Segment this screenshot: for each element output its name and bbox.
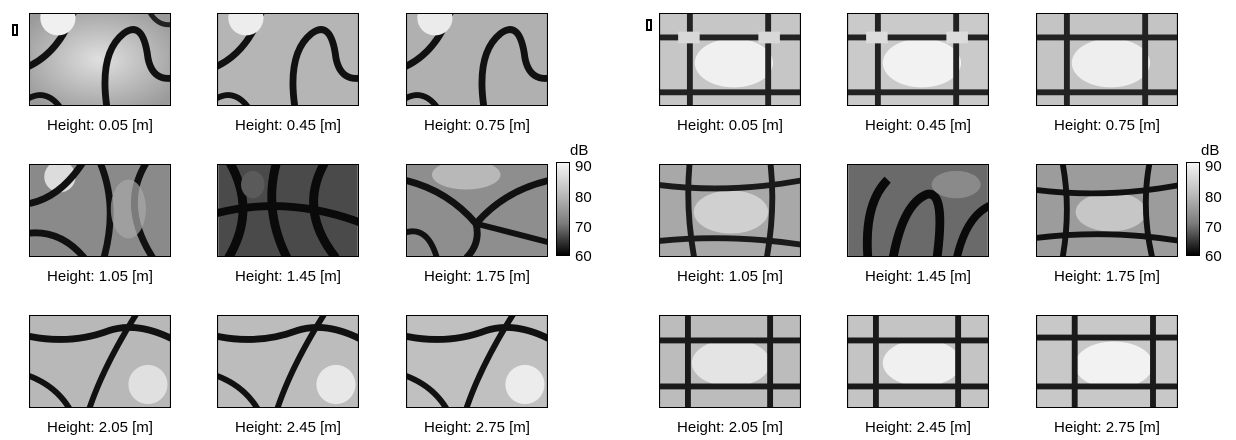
- heatmap-tile: [659, 13, 801, 106]
- heatmap-tile: [406, 13, 548, 106]
- heatmap-tile: [1036, 13, 1178, 106]
- heatmap-tile: [29, 13, 171, 106]
- heatmap-tile: [847, 164, 989, 257]
- tile-caption: Height: 2.45 [m]: [235, 419, 341, 436]
- tile-caption: Height: 2.75 [m]: [424, 419, 530, 436]
- panel-marker: [12, 24, 18, 36]
- tile-caption: Height: 2.05 [m]: [677, 419, 783, 436]
- right-figure: Height: 0.05 [m] Height: 0.45 [m] Height…: [618, 0, 1236, 440]
- tile-caption: Height: 0.05 [m]: [677, 117, 783, 134]
- heatmap-tile: [406, 315, 548, 408]
- tile-caption: Height: 0.75 [m]: [424, 117, 530, 134]
- tile-caption: Height: 0.45 [m]: [865, 117, 971, 134]
- heatmap-tile: [29, 164, 171, 257]
- tile-caption: Height: 0.05 [m]: [47, 117, 153, 134]
- heatmap-tile: [406, 164, 548, 257]
- tile-caption: Height: 1.45 [m]: [235, 268, 341, 285]
- heatmap-tile: [217, 164, 359, 257]
- tile-caption: Height: 1.45 [m]: [865, 268, 971, 285]
- heatmap-tile: [29, 315, 171, 408]
- heatmap-tile: [847, 13, 989, 106]
- colorbar: [556, 162, 570, 256]
- tile-caption: Height: 2.05 [m]: [47, 419, 153, 436]
- panel-marker: [646, 19, 652, 31]
- tile-caption: Height: 0.45 [m]: [235, 117, 341, 134]
- heatmap-tile: [217, 13, 359, 106]
- heatmap-tile: [217, 315, 359, 408]
- heatmap-tile: [1036, 315, 1178, 408]
- heatmap-tile: [659, 164, 801, 257]
- colorbar-tick: 60: [575, 248, 592, 265]
- tile-caption: Height: 1.75 [m]: [424, 268, 530, 285]
- colorbar-unit: dB: [1201, 142, 1220, 159]
- colorbar-tick: 80: [1205, 189, 1222, 206]
- colorbar-unit: dB: [570, 142, 589, 159]
- tile-caption: Height: 2.45 [m]: [865, 419, 971, 436]
- tile-caption: Height: 2.75 [m]: [1054, 419, 1160, 436]
- tile-caption: Height: 0.75 [m]: [1054, 117, 1160, 134]
- heatmap-tile: [659, 315, 801, 408]
- left-figure: Height: 0.05 [m] Height: 0.45 [m] Height…: [12, 13, 592, 436]
- colorbar-tick: 70: [575, 219, 592, 236]
- colorbar-tick: 60: [1205, 248, 1222, 265]
- tile-caption: Height: 1.05 [m]: [47, 268, 153, 285]
- tile-caption: Height: 1.05 [m]: [677, 268, 783, 285]
- colorbar-tick: 90: [1205, 158, 1222, 175]
- heatmap-tile: [1036, 164, 1178, 257]
- colorbar: [1186, 162, 1200, 256]
- heatmap-tile: [847, 315, 989, 408]
- tile-caption: Height: 1.75 [m]: [1054, 268, 1160, 285]
- colorbar-tick: 80: [575, 189, 592, 206]
- colorbar-tick: 70: [1205, 219, 1222, 236]
- colorbar-tick: 90: [575, 158, 592, 175]
